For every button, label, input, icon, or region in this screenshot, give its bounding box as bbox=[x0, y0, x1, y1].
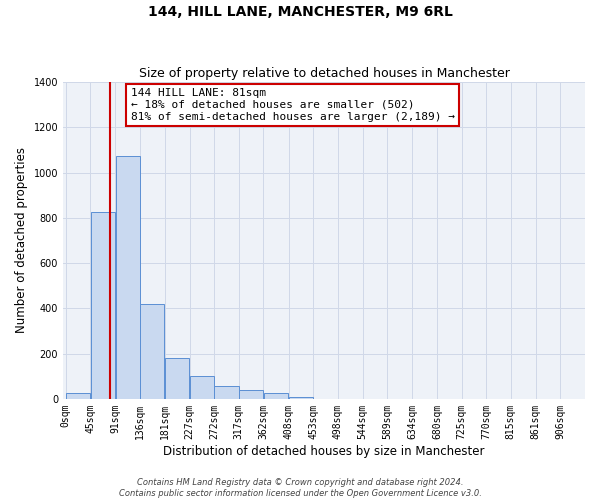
Bar bbox=[239, 390, 263, 399]
Y-axis label: Number of detached properties: Number of detached properties bbox=[15, 148, 28, 334]
Text: 144, HILL LANE, MANCHESTER, M9 6RL: 144, HILL LANE, MANCHESTER, M9 6RL bbox=[148, 5, 452, 19]
Bar bbox=[116, 156, 140, 399]
Bar bbox=[289, 396, 313, 399]
Bar bbox=[165, 358, 189, 399]
Bar bbox=[66, 393, 90, 399]
Title: Size of property relative to detached houses in Manchester: Size of property relative to detached ho… bbox=[139, 66, 509, 80]
Text: 144 HILL LANE: 81sqm
← 18% of detached houses are smaller (502)
81% of semi-deta: 144 HILL LANE: 81sqm ← 18% of detached h… bbox=[131, 88, 455, 122]
Text: Contains HM Land Registry data © Crown copyright and database right 2024.
Contai: Contains HM Land Registry data © Crown c… bbox=[119, 478, 481, 498]
Bar bbox=[190, 376, 214, 399]
Bar bbox=[214, 386, 239, 399]
X-axis label: Distribution of detached houses by size in Manchester: Distribution of detached houses by size … bbox=[163, 444, 485, 458]
Bar bbox=[263, 393, 288, 399]
Bar bbox=[91, 212, 115, 399]
Bar bbox=[140, 304, 164, 399]
